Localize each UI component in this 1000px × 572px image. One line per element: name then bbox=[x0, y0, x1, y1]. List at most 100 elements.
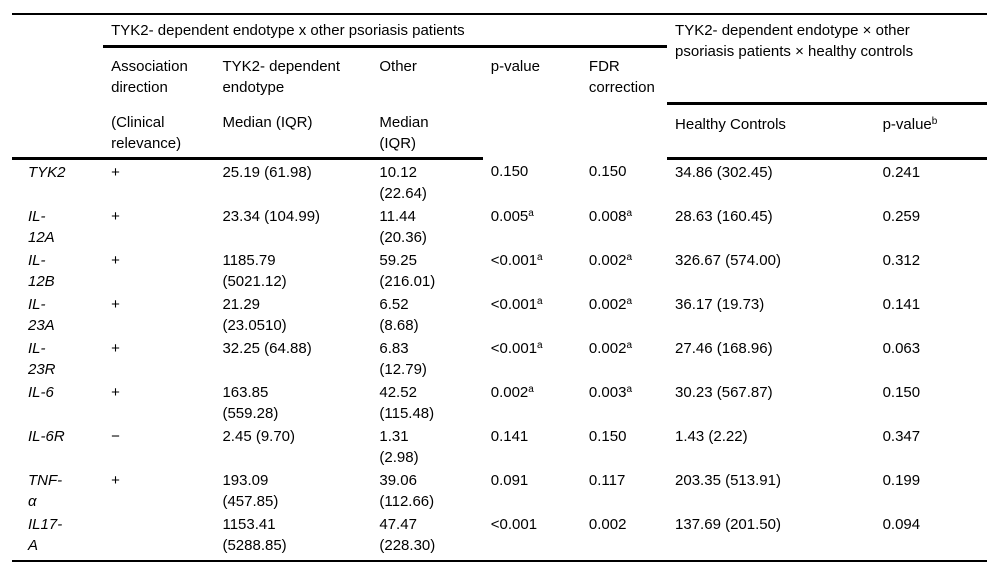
p-value-text: 0.150 bbox=[490, 162, 529, 180]
p-value-text: <0.001 bbox=[490, 252, 538, 269]
cell-healthy-controls: 34.86 (302.45) bbox=[675, 164, 773, 181]
cell-healthy-controls: 326.67 (574.00) bbox=[675, 252, 781, 269]
cell-p-value-b: 0.259 bbox=[882, 208, 921, 225]
fdr-text: 0.002 bbox=[588, 296, 627, 313]
cell-p-value-b: 0.199 bbox=[882, 472, 921, 489]
cell-healthy-controls: 30.23 (567.87) bbox=[675, 384, 773, 401]
cell-other-median: 10.12 (22.64) bbox=[379, 164, 427, 202]
cell-endotype-median: 163.85 (559.28) bbox=[222, 384, 279, 422]
fdr-text: 0.150 bbox=[588, 162, 627, 180]
cell-p-value-b: 0.241 bbox=[882, 164, 921, 181]
footnote-marker-b: b bbox=[931, 115, 938, 127]
row-il12a: IL- 12A + 23.34 (104.99) 11.44 (20.36) 0… bbox=[12, 204, 987, 248]
cell-other-median: 59.25 (216.01) bbox=[379, 252, 436, 290]
cell-other-median: 42.52 (115.48) bbox=[379, 384, 435, 422]
cell-association: + bbox=[111, 296, 120, 313]
row-tnf-alpha: TNF- α + 193.09 (457.85) 39.06 (112.66) … bbox=[12, 468, 987, 512]
footnote-marker-a: a bbox=[528, 384, 534, 395]
column-header-row-2: (Clinical relevance) Median (IQR) Median… bbox=[12, 103, 987, 160]
cell-association bbox=[103, 512, 215, 562]
cell-gene: IL-6 bbox=[28, 384, 54, 401]
p-value-text: <0.001 bbox=[490, 296, 538, 313]
cell-endotype-median: 2.45 (9.70) bbox=[222, 428, 296, 445]
col-header-healthy-controls: Healthy Controls bbox=[667, 103, 875, 160]
col-header-other: Other bbox=[379, 58, 417, 75]
fdr-text: 0.008 bbox=[588, 208, 627, 225]
cell-gene: IL- 23A bbox=[28, 296, 55, 334]
column-header-row-1: Association direction TYK2- dependent en… bbox=[12, 47, 987, 104]
row-il12b: IL- 12B + 1185.79 (5021.12) 59.25 (216.0… bbox=[12, 248, 987, 292]
cell-endotype-median: 32.25 (64.88) bbox=[222, 340, 312, 357]
cell-fdr: 0.150 bbox=[581, 424, 667, 468]
fdr-text: 0.002 bbox=[588, 516, 627, 533]
row-il23r: IL- 23R + 32.25 (64.88) 6.83 (12.79) <0.… bbox=[12, 336, 987, 380]
row-il6: IL-6 + 163.85 (559.28) 42.52 (115.48) 0.… bbox=[12, 380, 987, 424]
cell-healthy-controls: 36.17 (19.73) bbox=[675, 296, 765, 313]
cell-fdr: 0.117 bbox=[581, 468, 667, 512]
header-spacer-fdr bbox=[581, 103, 667, 159]
row-il23a: IL- 23A + 21.29 (23.0510) 6.52 (8.68) <0… bbox=[12, 292, 987, 336]
cell-association: − bbox=[111, 428, 120, 445]
p-value-b-label: p-value bbox=[882, 115, 932, 133]
fdr-text: 0.002 bbox=[588, 252, 627, 269]
cell-fdr: 0.008a bbox=[581, 204, 667, 248]
cell-gene: IL- 12B bbox=[28, 252, 55, 290]
group-header-healthy-comparison: TYK2- dependent endotype × other psorias… bbox=[667, 13, 987, 105]
col-header-fdr-correction: FDR correction bbox=[588, 58, 655, 96]
footnote-marker-a: a bbox=[626, 208, 633, 219]
row-il6r: IL-6R − 2.45 (9.70) 1.31 (2.98) 0.141 0.… bbox=[12, 424, 987, 468]
footnote-marker-a: a bbox=[537, 340, 543, 351]
cell-gene: IL-6R bbox=[28, 428, 65, 445]
cell-p-value-b: 0.347 bbox=[882, 428, 921, 445]
cell-association: + bbox=[111, 384, 120, 401]
footnote-marker-a: a bbox=[626, 252, 633, 263]
cell-p-value-b: 0.141 bbox=[882, 296, 921, 313]
col-header-endotype-median-iqr: Median (IQR) bbox=[214, 103, 372, 160]
col-header-clinical-relevance: (Clinical relevance) bbox=[103, 103, 215, 160]
cell-association: + bbox=[111, 164, 120, 181]
cell-p-value: 0.150 bbox=[483, 159, 581, 205]
cell-gene: TYK2 bbox=[28, 164, 66, 181]
col-header-other-median-iqr: Median (IQR) bbox=[371, 103, 483, 160]
cell-gene: IL- 12A bbox=[28, 208, 55, 246]
cell-endotype-median: 21.29 (23.0510) bbox=[222, 296, 287, 334]
header-spacer-p-value bbox=[483, 103, 581, 159]
cell-other-median: 6.83 (12.79) bbox=[379, 340, 427, 378]
cell-p-value: <0.001a bbox=[483, 336, 581, 380]
cell-other-median: 1.31 (2.98) bbox=[379, 428, 419, 466]
footnote-marker-a: a bbox=[626, 296, 633, 307]
col-header-tyk2-endotype: TYK2- dependent endotype bbox=[222, 58, 341, 96]
p-value-text: <0.001 bbox=[490, 340, 538, 357]
cell-other-median: 11.44 (20.36) bbox=[379, 208, 427, 246]
cell-association: + bbox=[111, 208, 120, 225]
group-header-psoriasis-comparison: TYK2- dependent endotype x other psorias… bbox=[103, 13, 668, 48]
cell-fdr: 0.002 bbox=[580, 512, 668, 562]
cell-p-value: <0.001 bbox=[482, 512, 581, 562]
cell-endotype-median: 23.34 (104.99) bbox=[222, 208, 321, 225]
cell-p-value-b: 0.063 bbox=[882, 340, 921, 357]
p-value-text: 0.141 bbox=[490, 428, 529, 445]
cell-healthy-controls: 27.46 (168.96) bbox=[675, 340, 773, 357]
cell-endotype-median: 193.09 (457.85) bbox=[222, 472, 279, 510]
cell-p-value: 0.005a bbox=[483, 204, 581, 248]
cell-association: + bbox=[111, 472, 120, 489]
footnote-marker-a: a bbox=[537, 252, 543, 263]
cell-fdr: 0.003a bbox=[581, 380, 667, 424]
cell-fdr: 0.002a bbox=[581, 336, 667, 380]
fdr-text: 0.003 bbox=[588, 384, 627, 401]
cell-fdr: 0.002a bbox=[581, 292, 667, 336]
cell-endotype-median: 1153.41 (5288.85) bbox=[214, 512, 372, 562]
col-header-p-value: p-value bbox=[490, 58, 540, 75]
footnote-marker-a: a bbox=[528, 208, 534, 219]
cell-p-value: 0.002a bbox=[483, 380, 581, 424]
cell-gene: IL17- A bbox=[12, 512, 104, 562]
col-header-association-direction: Association direction bbox=[111, 58, 188, 96]
gene-column-header-spacer bbox=[12, 13, 104, 160]
fdr-text: 0.002 bbox=[588, 340, 627, 357]
cell-p-value: <0.001a bbox=[483, 292, 581, 336]
cell-association: + bbox=[111, 340, 120, 357]
p-value-text: 0.005 bbox=[490, 208, 529, 225]
cell-endotype-median: 25.19 (61.98) bbox=[222, 164, 312, 181]
cell-p-value-b: 0.094 bbox=[874, 512, 987, 562]
